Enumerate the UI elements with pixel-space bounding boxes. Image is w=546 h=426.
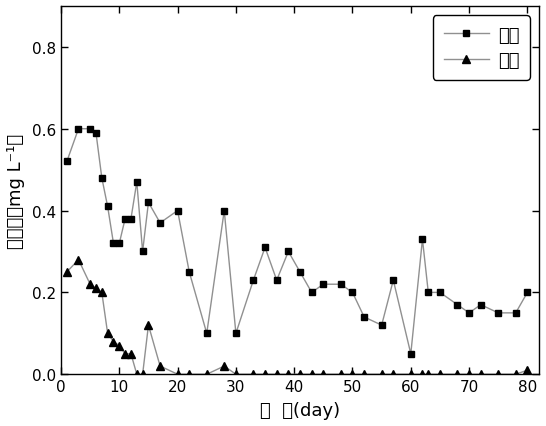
出水 [145, 323, 152, 328]
出水 [93, 286, 99, 291]
进水 [134, 180, 140, 185]
出水 [337, 372, 344, 377]
进水 [93, 131, 99, 136]
出水 [75, 257, 82, 262]
出水 [250, 372, 257, 377]
进水 [524, 290, 531, 295]
出水 [513, 372, 519, 377]
进水 [437, 290, 443, 295]
进水 [361, 315, 367, 320]
X-axis label: 时  间(day): 时 间(day) [260, 401, 340, 419]
Line: 出水: 出水 [63, 256, 532, 379]
出水 [204, 372, 210, 377]
进水 [204, 331, 210, 336]
进水 [425, 290, 431, 295]
出水 [478, 372, 484, 377]
Y-axis label: 溶解氧（mg L⁻¹）: 溶解氧（mg L⁻¹） [7, 133, 25, 248]
出水 [221, 364, 228, 369]
进水 [87, 127, 93, 132]
进水 [308, 290, 315, 295]
进水 [139, 249, 146, 254]
进水 [513, 311, 519, 316]
进水 [407, 351, 414, 357]
进水 [297, 270, 304, 275]
出水 [110, 339, 117, 344]
进水 [174, 208, 181, 213]
进水 [337, 282, 344, 287]
出水 [495, 372, 502, 377]
进水 [186, 270, 193, 275]
出水 [320, 372, 327, 377]
进水 [285, 249, 292, 254]
进水 [320, 282, 327, 287]
出水 [233, 372, 239, 377]
出水 [425, 372, 431, 377]
出水 [285, 372, 292, 377]
出水 [134, 372, 140, 377]
出水 [139, 372, 146, 377]
Line: 进水: 进水 [63, 126, 531, 357]
出水 [454, 372, 461, 377]
出水 [524, 368, 531, 373]
Legend: 进水, 出水: 进水, 出水 [432, 16, 530, 81]
进水 [250, 278, 257, 283]
进水 [419, 237, 426, 242]
进水 [157, 221, 163, 226]
进水 [466, 311, 472, 316]
进水 [262, 245, 268, 250]
进水 [233, 331, 239, 336]
出水 [437, 372, 443, 377]
出水 [262, 372, 268, 377]
出水 [116, 343, 122, 348]
出水 [466, 372, 472, 377]
进水 [63, 159, 70, 164]
出水 [378, 372, 385, 377]
出水 [390, 372, 396, 377]
进水 [495, 311, 502, 316]
出水 [128, 351, 134, 357]
出水 [122, 351, 128, 357]
出水 [308, 372, 315, 377]
出水 [157, 364, 163, 369]
进水 [122, 217, 128, 222]
出水 [186, 372, 193, 377]
出水 [174, 372, 181, 377]
进水 [478, 302, 484, 308]
进水 [145, 200, 152, 205]
出水 [407, 372, 414, 377]
进水 [349, 290, 356, 295]
出水 [361, 372, 367, 377]
进水 [104, 204, 111, 210]
进水 [221, 208, 228, 213]
出水 [87, 282, 93, 287]
进水 [116, 241, 122, 246]
进水 [110, 241, 117, 246]
出水 [297, 372, 304, 377]
进水 [274, 278, 280, 283]
出水 [274, 372, 280, 377]
出水 [63, 270, 70, 275]
进水 [454, 302, 461, 308]
进水 [390, 278, 396, 283]
进水 [378, 323, 385, 328]
出水 [349, 372, 356, 377]
进水 [75, 127, 82, 132]
出水 [104, 331, 111, 336]
出水 [98, 290, 105, 295]
出水 [419, 372, 426, 377]
进水 [98, 176, 105, 181]
进水 [128, 217, 134, 222]
